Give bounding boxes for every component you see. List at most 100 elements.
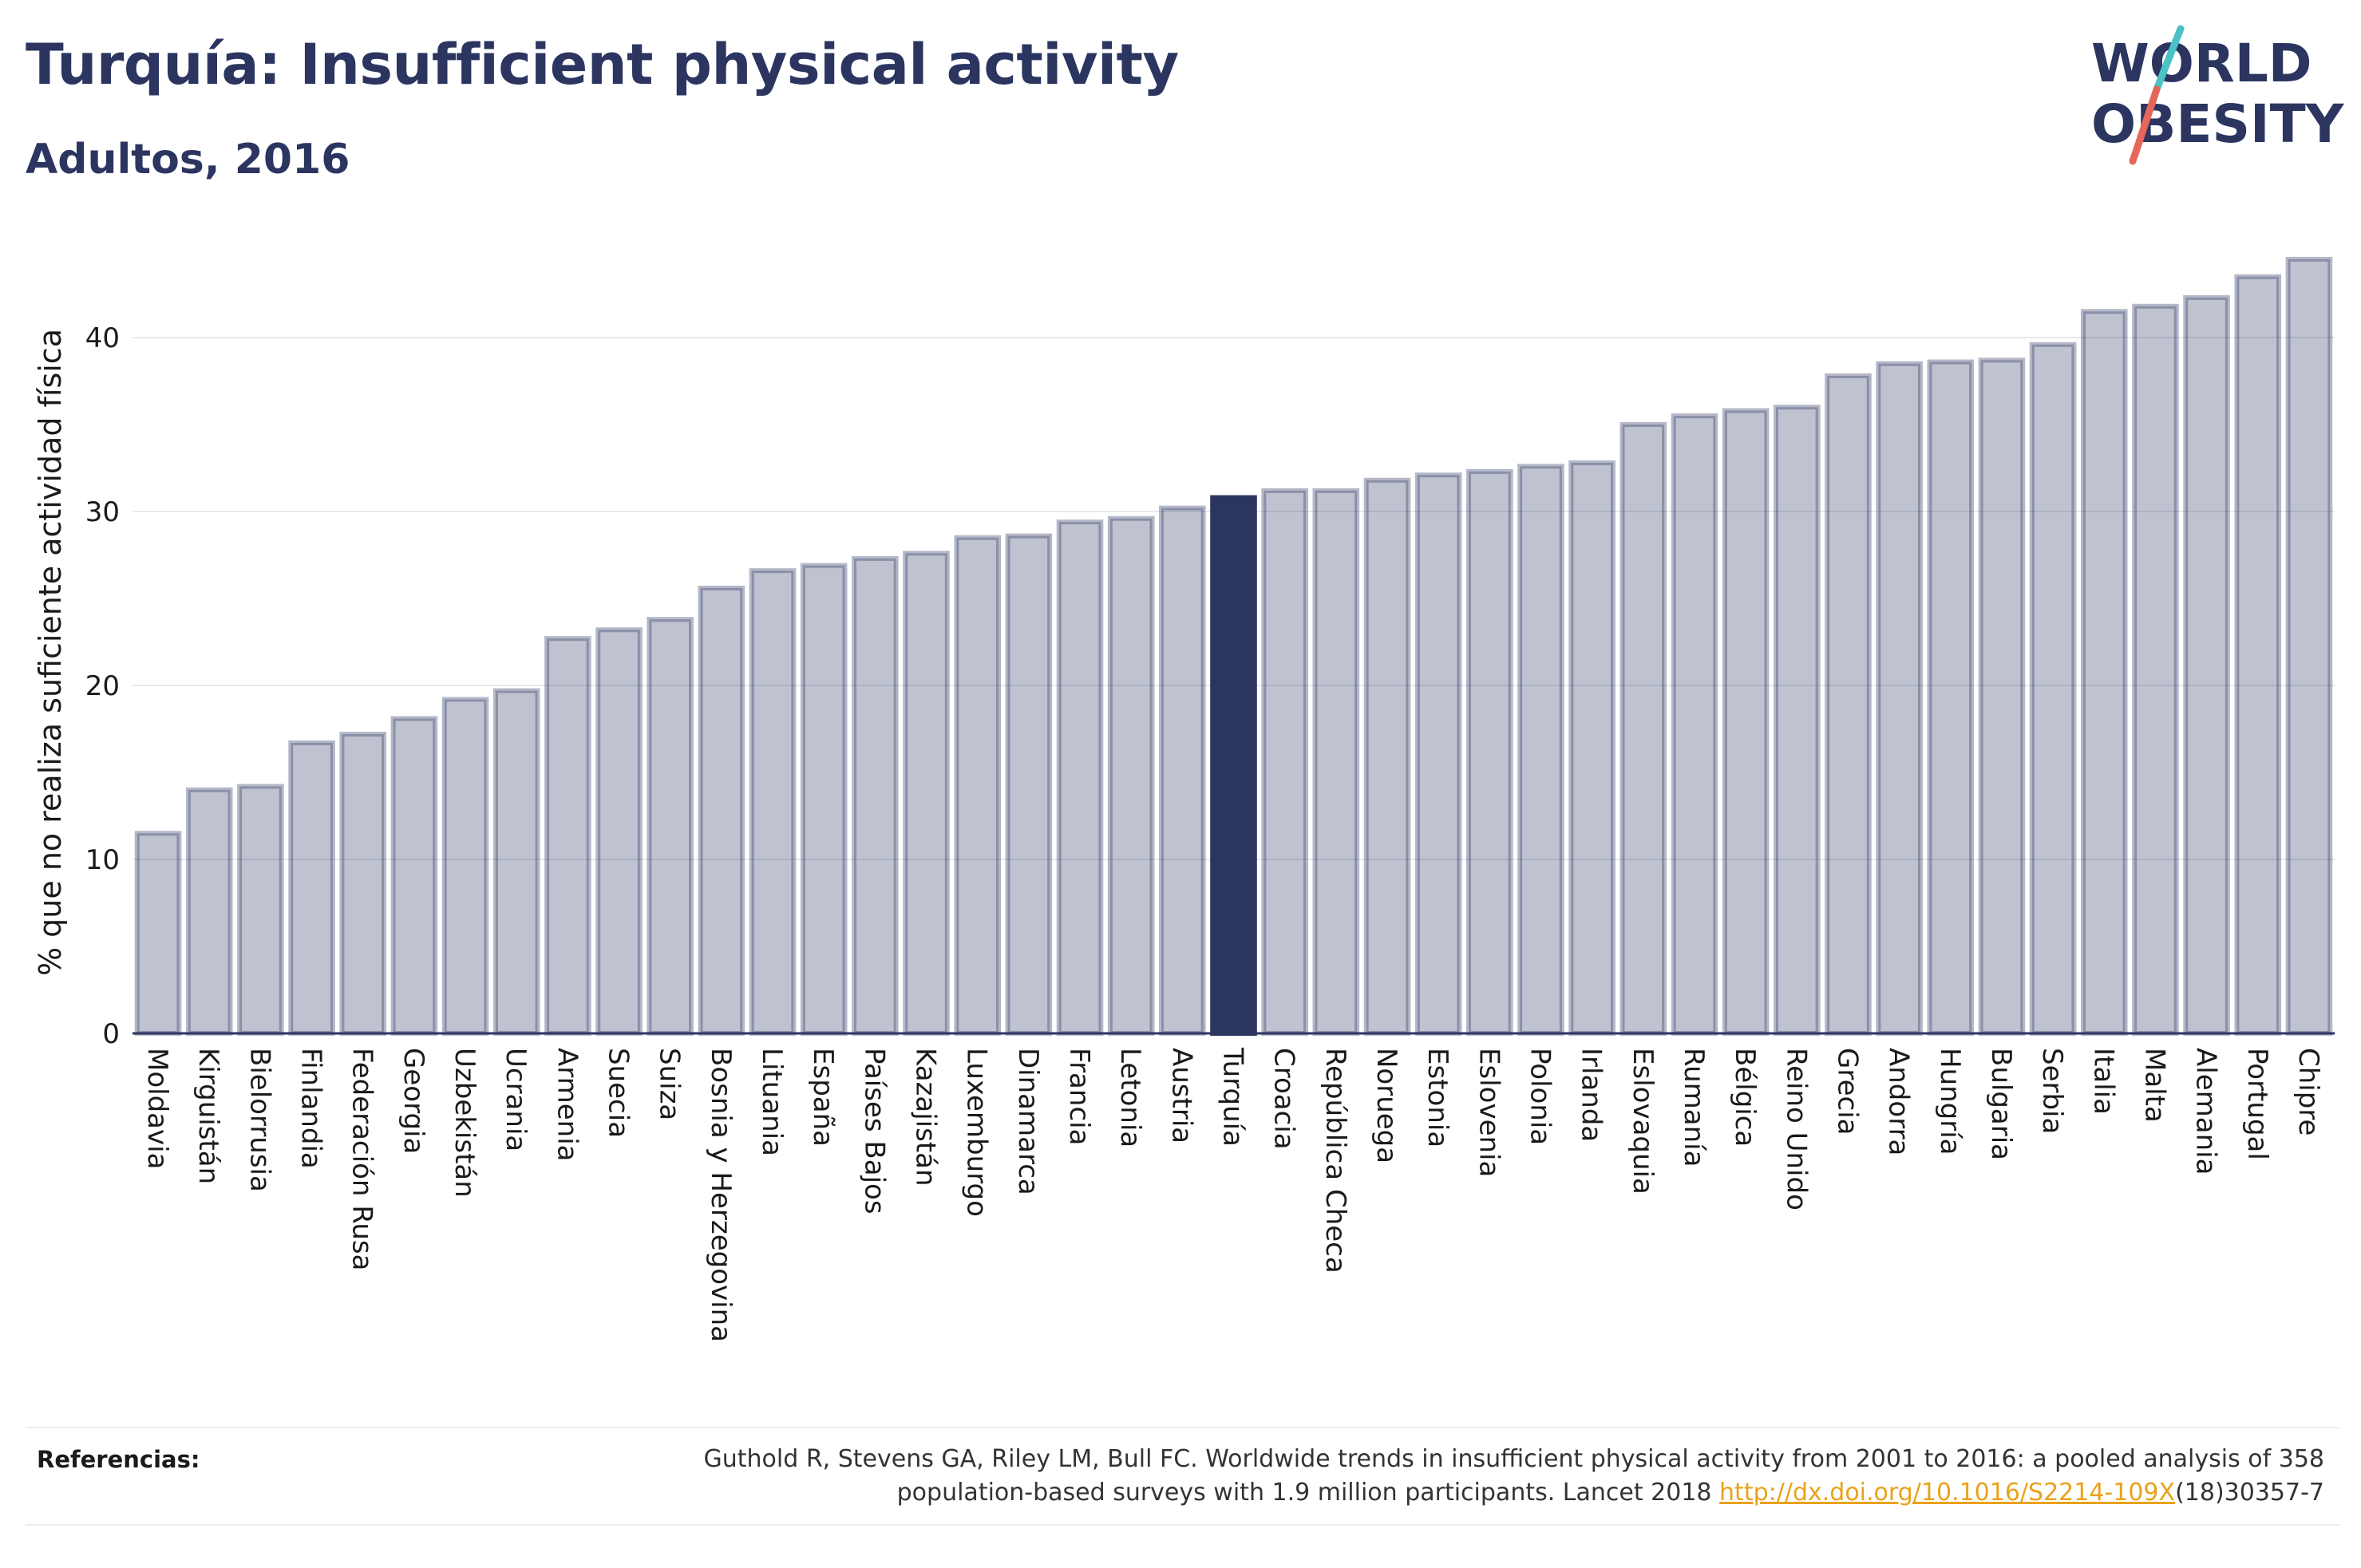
bar [749, 568, 797, 1036]
x-tick-label: Bielorrusia [243, 1048, 275, 1192]
x-tick-label: Malta [2138, 1048, 2170, 1123]
x-tick-label: Luxemburgo [961, 1048, 993, 1217]
bar [2234, 274, 2282, 1036]
x-tick-label: Suecia [603, 1048, 635, 1138]
x-tick-label: Finlandia [295, 1048, 327, 1169]
bar [1978, 357, 2026, 1036]
bar [903, 551, 950, 1036]
x-tick-label: Uzbekistán [449, 1048, 481, 1198]
x-tick-label: Kirguistán [192, 1048, 224, 1184]
bars [134, 256, 2333, 1037]
x-tick-label: Polonia [1524, 1048, 1556, 1145]
x-tick-label: Reino Unido [1780, 1048, 1812, 1211]
bar [698, 585, 745, 1036]
x-tick-label: Eslovenia [1473, 1048, 1505, 1177]
x-tick-label: Francia [1063, 1048, 1095, 1145]
x-tick-label: Hungría [1934, 1048, 1966, 1155]
bar [1517, 464, 1564, 1036]
bar [1363, 477, 1411, 1036]
bar [1466, 468, 1513, 1036]
bar [390, 716, 438, 1036]
logo-slash-coral [2129, 85, 2161, 165]
bar [1261, 488, 1308, 1036]
logo-text-obesity: OBESITY [2091, 93, 2345, 155]
bar [134, 831, 182, 1037]
x-tick-label: Noruega [1370, 1048, 1402, 1163]
x-tick-label: Grecia [1831, 1048, 1863, 1135]
bar [647, 617, 694, 1036]
bar [800, 563, 848, 1036]
bar [441, 697, 489, 1036]
bar [1722, 408, 1770, 1036]
bar [1056, 519, 1104, 1036]
bar [1773, 405, 1821, 1036]
bar [1005, 533, 1053, 1036]
y-tick-label: 20 [85, 670, 120, 702]
bar [1159, 505, 1206, 1036]
x-tick-label: Georgia [397, 1048, 429, 1154]
bar [1671, 413, 1718, 1036]
x-tick-label: Andorra [1883, 1048, 1915, 1155]
references-line2-post: (18)30357-7 [2175, 1479, 2324, 1507]
y-tick-label: 10 [85, 844, 120, 876]
bar [2080, 309, 2128, 1036]
y-tick-label: 30 [85, 496, 120, 528]
x-tick-label: Suiza [654, 1048, 686, 1120]
bar-chart: 0 10 20 30 40 Moldavia Kirguistán Bielorrusia F… [33, 256, 2335, 1342]
chart-subtitle: Adultos, 2016 [26, 136, 350, 184]
references-line1: Guthold R, Stevens GA, Riley LM, Bull FC… [703, 1445, 2324, 1473]
bar [1619, 422, 1667, 1036]
y-tick-label: 0 [102, 1018, 120, 1050]
bar [237, 784, 284, 1036]
x-tick-label: Rumanía [1678, 1048, 1710, 1167]
x-tick-label: Dinamarca [1012, 1048, 1044, 1195]
bar-highlighted [1210, 495, 1257, 1036]
x-tick-label: Turquía [1217, 1047, 1249, 1147]
x-axis-labels: Moldavia Kirguistán Bielorrusia Finlandia Fe… [141, 1047, 2324, 1342]
references-text: Guthold R, Stevens GA, Riley LM, Bull FC… [409, 1443, 2324, 1510]
bar [544, 636, 591, 1036]
x-tick-label: Alemania [2190, 1048, 2222, 1175]
references-label: Referencias: [37, 1446, 200, 1473]
x-tick-label: Serbia [2036, 1048, 2068, 1134]
x-tick-label: Letonia [1114, 1048, 1146, 1147]
bar [1825, 373, 1872, 1036]
references-line2-pre: population-based surveys with 1.9 millio… [896, 1479, 1720, 1507]
x-tick-label: Bulgaria [1985, 1048, 2017, 1160]
x-tick-label: Bosnia y Herzegovina [705, 1048, 737, 1342]
references-bottom-divider [26, 1524, 2340, 1526]
x-tick-label: Moldavia [141, 1048, 173, 1169]
x-tick-label: Estonia [1422, 1048, 1453, 1147]
chart-title: Turquía: Insufficient physical activity [26, 32, 1179, 97]
bar [288, 740, 335, 1036]
x-tick-label: Ucrania [500, 1048, 532, 1151]
x-tick-label: Croacia [1268, 1048, 1300, 1150]
bar [1876, 361, 1923, 1036]
x-tick-label: Austria [1165, 1048, 1197, 1143]
bar [339, 732, 387, 1036]
bar [2029, 342, 2077, 1037]
x-tick-label: Armenia [551, 1048, 583, 1162]
bar [2183, 294, 2230, 1036]
logo-slash-teal [2153, 25, 2185, 93]
x-tick-label: Lituania [756, 1048, 788, 1156]
bar [1414, 472, 1462, 1036]
bar [492, 688, 540, 1036]
y-axis-label: % que no realiza suficiente actividad fí… [33, 329, 68, 976]
x-tick-label: España [807, 1048, 839, 1147]
x-tick-label: Bélgica [1729, 1048, 1761, 1147]
bar [852, 555, 899, 1036]
bar [185, 787, 233, 1036]
world-obesity-logo: WORLD OBESITY [2091, 25, 2345, 165]
references-top-divider [26, 1427, 2340, 1428]
bar [2285, 256, 2333, 1036]
y-axis-ticks: 0 10 20 30 40 [85, 322, 120, 1050]
bar [954, 535, 1001, 1036]
bar [1107, 515, 1155, 1036]
x-tick-label: República Checa [1319, 1048, 1351, 1274]
references-doi-link[interactable]: http://dx.doi.org/10.1016/S2214-109X [1719, 1479, 2176, 1507]
bar [595, 627, 643, 1036]
bar [1927, 359, 1975, 1036]
y-tick-label: 40 [85, 322, 120, 354]
x-tick-label: Kazajistán [910, 1048, 942, 1187]
